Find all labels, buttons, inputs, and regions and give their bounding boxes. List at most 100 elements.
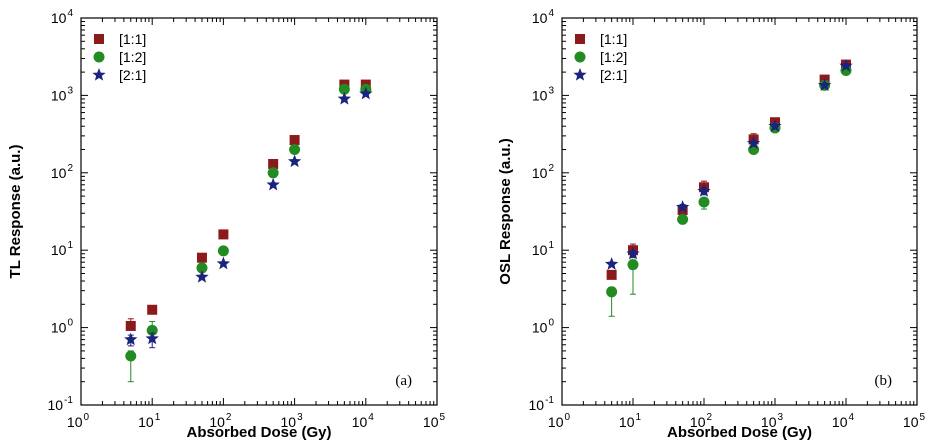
legend-marker [573,68,587,81]
data-point-star [195,270,209,283]
y-tick-exponent: 2 [67,163,73,174]
data-point-circle [196,262,208,274]
data-point-circle [289,144,301,156]
y-tick-label: 103 [532,85,555,103]
legend-label: [1:1] [119,31,146,47]
data-point-circle [698,196,710,208]
y-tick-label: 102 [51,163,74,181]
y-tick-label: 100 [51,318,74,336]
legend-label: [1:2] [119,49,146,65]
y-tick-label: 103 [51,85,74,103]
y-tick-exponent: 0 [67,318,73,329]
y-tick-label: 101 [51,240,74,258]
legend: [1:1] [1:2] [2:1] [92,31,146,83]
data-point-square [196,252,207,263]
data-point-star [746,136,761,150]
data-point-star [604,257,619,270]
x-tick-label: 105 [903,412,926,430]
y-axis-title: OSL Response (a.u.) [497,138,514,284]
y-axis-title: TL Response (a.u.) [7,145,24,279]
y-tick-label: 104 [51,8,74,26]
series-1 [125,83,372,383]
data-point-star [216,256,231,270]
y-tick-exponent: 1 [548,240,554,251]
data-point-star [626,246,640,260]
x-axis-title: Absorbed Dose (Gy) [186,424,331,441]
y-tick-label: 102 [532,163,555,181]
y-tick-label: 10-1 [529,395,555,413]
y-tick-label: 101 [532,240,555,258]
data-point-circle [338,83,350,95]
chart-panel-0: 100 101 102 103 104 10510-1100101102103104Abs… [7,8,446,441]
data-point-star [675,200,690,213]
y-tick-exponent: 4 [548,8,554,19]
x-tick-label: 104 [832,412,855,430]
legend-marker [93,51,105,63]
data-point-square [125,320,136,331]
x-axis-title: Absorbed Dose (Gy) [667,424,812,441]
legend-marker [94,34,104,44]
x-tick-exponent: 4 [849,412,855,423]
series-2 [124,86,373,349]
legend-label: [1:1] [600,31,627,47]
x-tick-exponent: 2 [226,412,232,423]
y-tick-exponent: 3 [548,85,554,96]
x-tick-label: 101 [138,412,161,430]
x-tick-exponent: 0 [84,412,90,423]
legend-marker [574,51,586,63]
data-point-circle [677,213,689,225]
data-point-circle [267,167,279,179]
y-tick-exponent: 0 [548,318,554,329]
legend-marker [575,34,585,44]
data-point-star [287,154,302,168]
data-point-square [218,229,229,240]
data-point-star [839,58,853,72]
x-tick-exponent: 5 [440,412,446,423]
panel-label: (b) [875,373,893,389]
data-point-circle [125,350,137,362]
legend-label: [2:1] [119,67,146,83]
x-tick-label: 100 [548,412,571,430]
series-0 [125,79,371,331]
y-tick-exponent: 4 [67,8,73,19]
data-point-star [697,184,711,197]
y-tick-exponent: -1 [64,395,73,406]
data-point-star [817,78,832,91]
data-point-circle [217,245,229,257]
chart-panel-1: 100 101 102 103 104 10510-1100101102103104Abs… [497,8,926,441]
y-tick-label: 10-1 [48,395,74,413]
series-0 [606,59,851,280]
x-tick-label: 100 [67,412,90,430]
data-point-circle [627,259,639,271]
plot-frame [80,17,438,406]
data-point-square [289,135,300,146]
data-point-star [266,177,280,191]
legend-label: [2:1] [600,67,627,83]
data-point-star [359,86,373,100]
data-point-star [768,119,782,132]
x-tick-exponent: 1 [636,412,642,423]
data-point-star [145,331,159,345]
data-point-square [268,158,279,169]
legend-label: [1:2] [600,49,627,65]
x-tick-exponent: 2 [707,412,713,423]
x-tick-exponent: 4 [368,412,374,423]
data-point-square [147,304,158,315]
x-tick-label: 101 [619,412,642,430]
x-tick-exponent: 1 [155,412,161,423]
plot-frame [561,17,918,406]
data-point-square [606,269,617,280]
x-tick-exponent: 5 [920,412,926,423]
y-tick-exponent: 2 [548,163,554,174]
y-tick-label: 104 [532,8,555,26]
series-2 [604,58,853,270]
panel-label: (a) [395,373,412,389]
x-tick-exponent: 3 [778,412,784,423]
x-tick-label: 104 [352,412,375,430]
y-tick-exponent: -1 [545,395,554,406]
y-tick-label: 100 [532,318,555,336]
series-1 [606,64,852,317]
data-point-star [337,91,352,105]
x-tick-label: 105 [423,412,446,430]
